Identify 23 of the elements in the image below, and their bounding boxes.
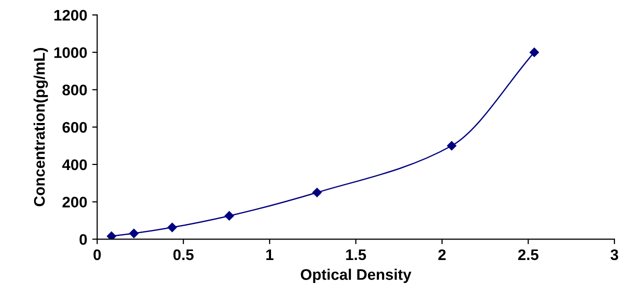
point — [168, 222, 177, 232]
y-tick-label: 600 — [62, 122, 87, 133]
point — [530, 48, 539, 57]
point — [129, 228, 139, 238]
x-tick-label: 2.5 — [518, 249, 538, 260]
point — [106, 232, 116, 240]
y-axis-title: Concentration(pg/mL) — [34, 48, 48, 206]
y-tick-label: 200 — [62, 196, 87, 208]
x-tick-label: 1.5 — [346, 249, 366, 260]
point — [312, 188, 322, 198]
y-tick-label: 1000 — [54, 47, 87, 58]
x-tick-label: 1 — [266, 249, 274, 260]
x-tick-label: 2 — [438, 249, 446, 260]
point — [224, 211, 234, 220]
y-tick-label: 0 — [80, 234, 87, 245]
x-axis-title: Optical Density — [300, 268, 412, 283]
y-tick-label: 400 — [62, 159, 87, 170]
x-tick-label: 0 — [94, 249, 101, 260]
x-tick-label: 0.5 — [173, 249, 194, 260]
point — [447, 141, 456, 150]
x-tick-label: 3 — [610, 249, 618, 260]
y-tick-label: 1200 — [54, 10, 87, 21]
y-tick-label: 800 — [62, 84, 87, 96]
